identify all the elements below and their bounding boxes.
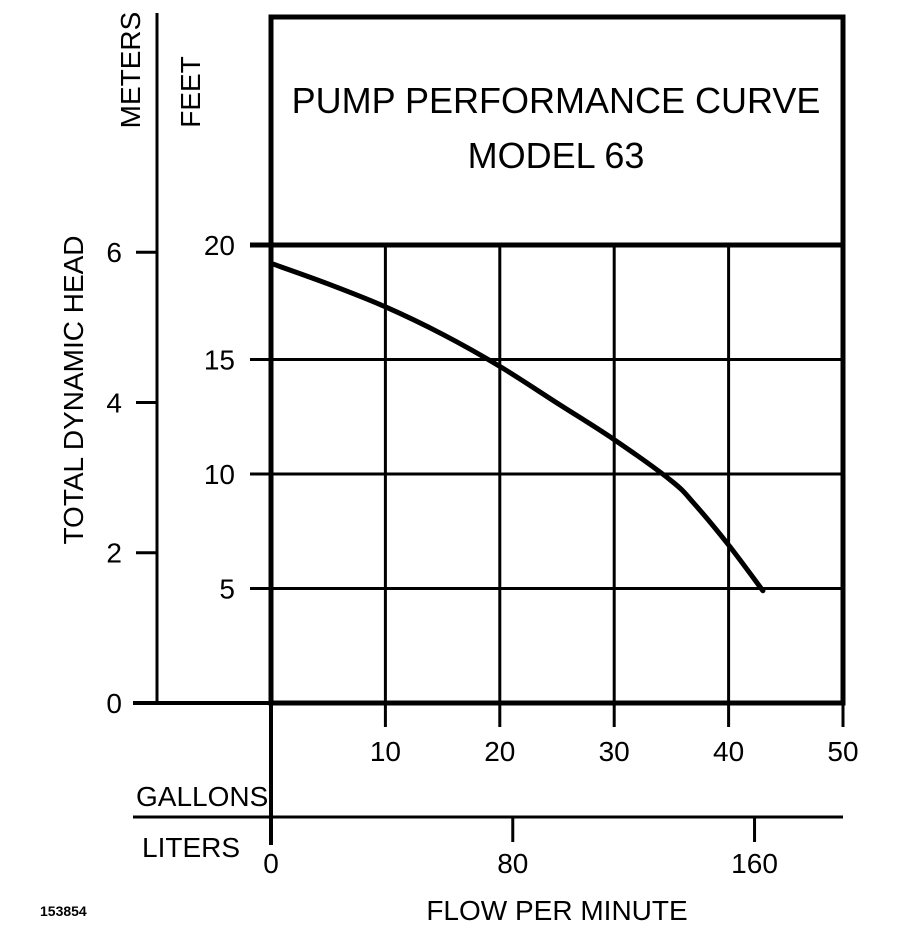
gallon-tick-label: 10 (370, 736, 401, 767)
gallon-tick-label: 30 (599, 736, 630, 767)
x-axis-label: FLOW PER MINUTE (426, 895, 687, 926)
meter-tick-label: 0 (106, 688, 122, 719)
feet-tick-label: 5 (219, 574, 235, 605)
gallon-tick-label: 50 (827, 736, 858, 767)
gallons-unit-label: GALLONS (136, 781, 268, 812)
meter-tick-label: 2 (106, 538, 122, 569)
performance-curve (268, 260, 766, 594)
meter-tick-label: 4 (106, 387, 122, 418)
feet-tick-label: 10 (204, 459, 235, 490)
meter-tick-label: 6 (106, 237, 122, 268)
liters-unit-label: LITERS (142, 832, 240, 863)
feet-unit-label: FEET (175, 56, 206, 128)
gallon-tick-label: 20 (484, 736, 515, 767)
liter-tick-label: 80 (497, 848, 528, 879)
chart-title: PUMP PERFORMANCE CURVE (292, 80, 821, 121)
grid-lines (250, 242, 843, 703)
tick-labels: 5 10 15 20 0 2 4 6 10 20 30 40 50 0 80 160 (106, 230, 858, 879)
y-axis-label: TOTAL DYNAMIC HEAD (58, 235, 89, 544)
liter-tick-label: 0 (263, 848, 279, 879)
meters-unit-label: METERS (115, 12, 146, 129)
gallon-tick-label: 40 (713, 736, 744, 767)
axes (133, 13, 845, 845)
feet-tick-label: 15 (204, 345, 235, 376)
feet-tick-label: 20 (204, 230, 235, 261)
chart-subtitle: MODEL 63 (468, 135, 645, 176)
figure-code: 153854 (40, 903, 87, 919)
liter-tick-label: 160 (731, 848, 778, 879)
